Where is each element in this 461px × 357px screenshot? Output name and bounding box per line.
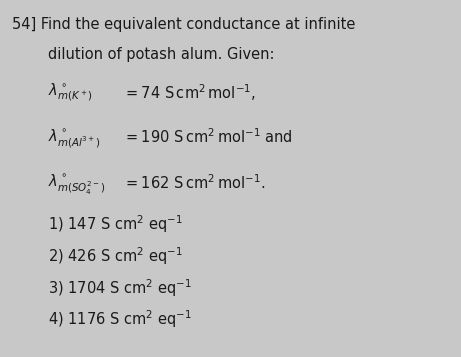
Text: 4) 1176 S cm$^2$ eq$^{-1}$: 4) 1176 S cm$^2$ eq$^{-1}$ bbox=[48, 308, 192, 330]
Text: $\lambda^\circ_{m(Al^{3+})}$: $\lambda^\circ_{m(Al^{3+})}$ bbox=[48, 127, 101, 150]
Text: 1) 147 S cm$^2$ eq$^{-1}$: 1) 147 S cm$^2$ eq$^{-1}$ bbox=[48, 213, 183, 235]
Text: 2) 426 S cm$^2$ eq$^{-1}$: 2) 426 S cm$^2$ eq$^{-1}$ bbox=[48, 245, 183, 267]
Text: $= 190\ \mathrm{S\,cm^2\,mol^{-1}}$ and: $= 190\ \mathrm{S\,cm^2\,mol^{-1}}$ and bbox=[124, 127, 293, 146]
Text: 3) 1704 S cm$^2$ eq$^{-1}$: 3) 1704 S cm$^2$ eq$^{-1}$ bbox=[48, 277, 192, 298]
Text: 54] Find the equivalent conductance at infinite: 54] Find the equivalent conductance at i… bbox=[12, 17, 355, 32]
Text: $\lambda^\circ_{m(SO_4^{2-})}$: $\lambda^\circ_{m(SO_4^{2-})}$ bbox=[48, 173, 106, 197]
Text: dilution of potash alum. Given:: dilution of potash alum. Given: bbox=[48, 47, 275, 62]
Text: $\lambda^\circ_{m(K^+)}$: $\lambda^\circ_{m(K^+)}$ bbox=[48, 82, 93, 103]
Text: $= 74\ \mathrm{S\,cm^2\,mol^{-1}},$: $= 74\ \mathrm{S\,cm^2\,mol^{-1}},$ bbox=[124, 82, 256, 102]
Text: $= 162\ \mathrm{S\,cm^2\,mol^{-1}}.$: $= 162\ \mathrm{S\,cm^2\,mol^{-1}}.$ bbox=[124, 173, 266, 192]
